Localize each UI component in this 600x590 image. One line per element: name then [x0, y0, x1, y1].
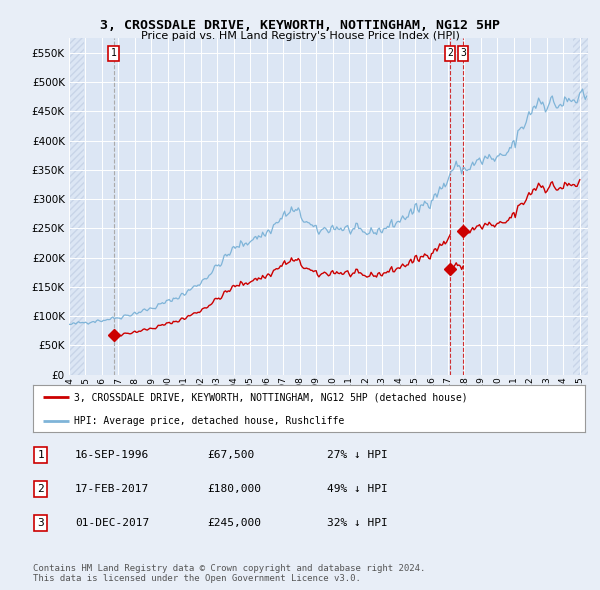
- Text: 1: 1: [111, 48, 116, 58]
- Text: 32% ↓ HPI: 32% ↓ HPI: [327, 519, 388, 528]
- Text: 2: 2: [37, 484, 44, 494]
- Text: 27% ↓ HPI: 27% ↓ HPI: [327, 450, 388, 460]
- Text: Price paid vs. HM Land Registry's House Price Index (HPI): Price paid vs. HM Land Registry's House …: [140, 31, 460, 41]
- Bar: [574, 38, 588, 375]
- Text: HPI: Average price, detached house, Rushcliffe: HPI: Average price, detached house, Rush…: [74, 417, 344, 427]
- Text: Contains HM Land Registry data © Crown copyright and database right 2024.
This d: Contains HM Land Registry data © Crown c…: [33, 563, 425, 583]
- Text: 17-FEB-2017: 17-FEB-2017: [75, 484, 149, 494]
- Text: 2: 2: [447, 48, 453, 58]
- Text: 01-DEC-2017: 01-DEC-2017: [75, 519, 149, 528]
- Text: £67,500: £67,500: [207, 450, 254, 460]
- Text: 3: 3: [37, 519, 44, 528]
- Text: £180,000: £180,000: [207, 484, 261, 494]
- Text: 3, CROSSDALE DRIVE, KEYWORTH, NOTTINGHAM, NG12 5HP: 3, CROSSDALE DRIVE, KEYWORTH, NOTTINGHAM…: [100, 19, 500, 32]
- Bar: [69, 38, 83, 375]
- Text: 3, CROSSDALE DRIVE, KEYWORTH, NOTTINGHAM, NG12 5HP (detached house): 3, CROSSDALE DRIVE, KEYWORTH, NOTTINGHAM…: [74, 392, 468, 402]
- Text: 49% ↓ HPI: 49% ↓ HPI: [327, 484, 388, 494]
- Text: £245,000: £245,000: [207, 519, 261, 528]
- Text: 3: 3: [460, 48, 466, 58]
- Text: 1: 1: [37, 450, 44, 460]
- Text: 16-SEP-1996: 16-SEP-1996: [75, 450, 149, 460]
